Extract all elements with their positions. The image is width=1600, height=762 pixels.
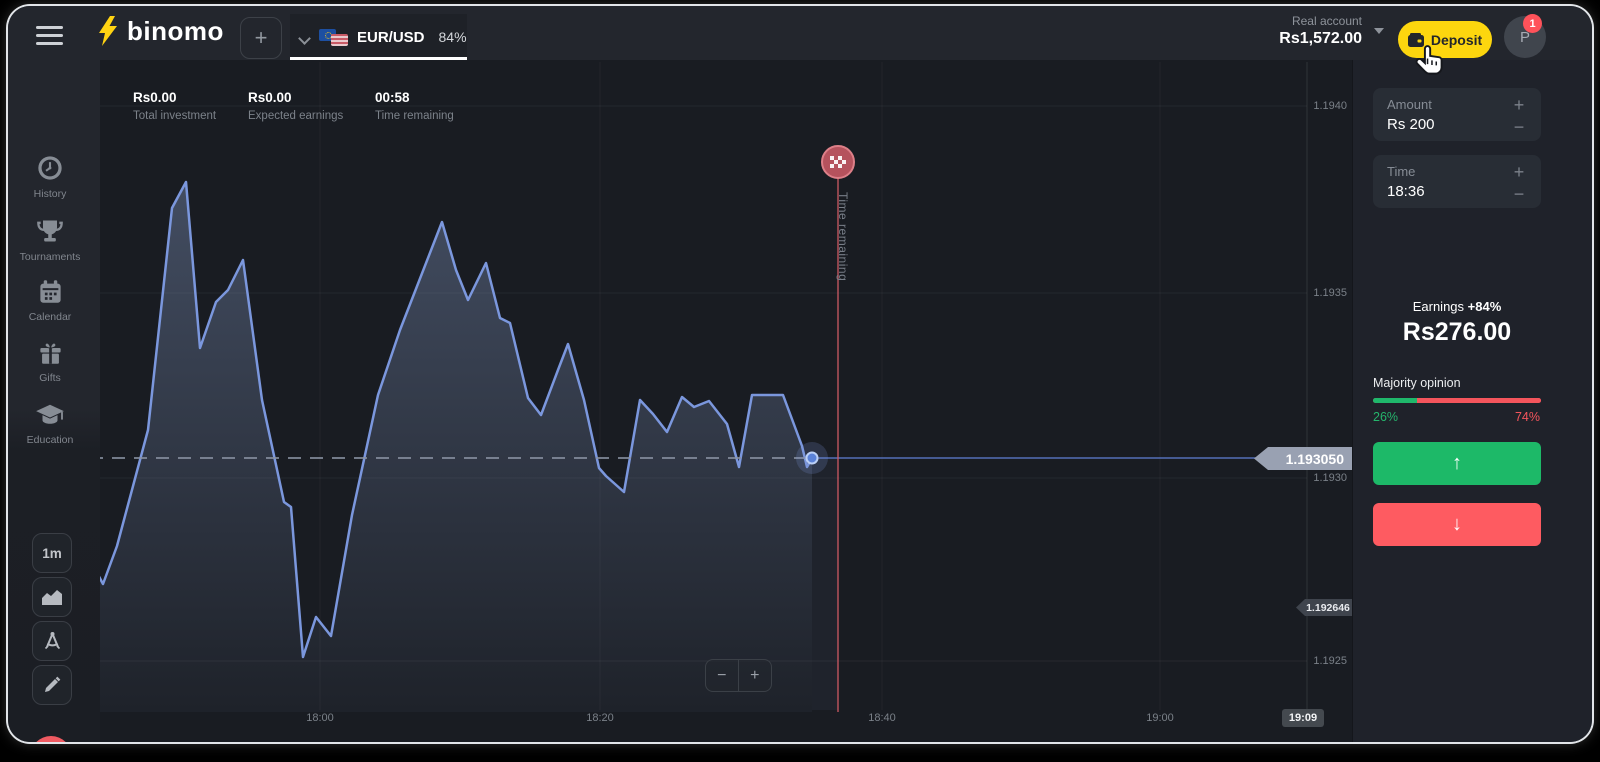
earnings-percent: +84% <box>1467 299 1502 314</box>
chevron-down-icon <box>300 32 311 43</box>
time-value: 18:36 <box>1387 183 1425 200</box>
time-tick: 18:40 <box>868 712 896 724</box>
amount-decrease-button[interactable]: − <box>1513 117 1525 137</box>
deposit-button[interactable]: Deposit <box>1398 21 1492 58</box>
time-remaining-label: Time remaining <box>375 110 454 122</box>
drawing-tools-button[interactable] <box>32 665 72 705</box>
left-sidebar: History Tournaments Calendar <box>8 60 100 742</box>
pencil-icon <box>45 676 61 692</box>
history-clock-icon <box>38 156 62 180</box>
earnings-line: Earnings +84% <box>1353 299 1561 314</box>
total-investment-stat: Rs0.00 Total investment <box>133 90 216 122</box>
time-tick: 18:20 <box>586 712 614 724</box>
lightning-bolt-icon <box>99 16 117 46</box>
total-investment-value: Rs0.00 <box>133 90 177 105</box>
app-window: Rs0.00 Total investment Rs0.00 Expected … <box>8 6 1592 742</box>
currency-pair-flags-icon <box>319 26 351 48</box>
sidebar-item-tournaments[interactable]: Tournaments <box>8 217 100 263</box>
price-tick: 1.1930 <box>1313 472 1347 484</box>
gift-icon <box>39 342 61 364</box>
time-tick: 18:00 <box>306 712 334 724</box>
majority-opinion-bar <box>1373 398 1541 403</box>
hamburger-menu-icon[interactable] <box>36 26 63 48</box>
price-tick: 1.1940 <box>1313 100 1347 112</box>
majority-down-segment <box>1416 398 1541 403</box>
amount-label: Amount <box>1387 97 1432 112</box>
sidebar-item-label: History <box>33 188 67 200</box>
earnings-label: Earnings <box>1412 299 1465 314</box>
deadline-marker-label: Time remaining <box>836 192 850 282</box>
time-tick: 19:00 <box>1146 712 1174 724</box>
time-remaining-stat: 00:58 Time remaining <box>375 90 454 122</box>
total-investment-label: Total investment <box>133 110 217 122</box>
amount-value: Rs 200 <box>1387 116 1435 133</box>
asset-tab[interactable]: EUR/USD 84% <box>290 14 467 60</box>
sidebar-item-label: Education <box>26 434 74 446</box>
chart-area[interactable] <box>100 60 1352 742</box>
deposit-button-label: Deposit <box>1430 31 1483 48</box>
amount-field[interactable]: Amount Rs 200 + − <box>1373 88 1541 141</box>
account-chevron-icon[interactable] <box>1374 28 1384 34</box>
binomo-logo: binomo <box>96 14 224 48</box>
expected-earnings-value: Rs0.00 <box>248 90 292 105</box>
time-decrease-button[interactable]: − <box>1513 184 1525 204</box>
zoom-out-button[interactable]: − <box>706 660 739 691</box>
graduation-cap-icon <box>36 404 64 424</box>
account-balance: Rs1,572.00 <box>1279 30 1362 47</box>
current-time-badge: 19:09 <box>1282 709 1324 727</box>
notification-badge: 1 <box>1523 14 1542 33</box>
current-price-badge: 1.193050 <box>1254 447 1352 470</box>
time-remaining-value: 00:58 <box>375 90 410 105</box>
chart-type-button[interactable] <box>32 577 72 617</box>
put-down-button[interactable]: ↓ <box>1373 503 1541 546</box>
amount-increase-button[interactable]: + <box>1513 95 1525 115</box>
sidebar-item-calendar[interactable]: Calendar <box>8 278 100 323</box>
asset-pair-label: EUR/USD <box>357 28 425 46</box>
majority-up-percent: 26% <box>1373 410 1399 424</box>
help-button[interactable]: ? <box>30 736 72 742</box>
us-flag-icon <box>331 34 348 46</box>
open-price-badge: 1.192646 <box>1296 599 1354 616</box>
wallet-icon <box>1407 32 1424 47</box>
indicators-button[interactable] <box>32 621 72 661</box>
earnings-value: Rs276.00 <box>1402 318 1512 346</box>
sidebar-item-history[interactable]: History <box>8 154 100 200</box>
trophy-icon <box>37 220 63 242</box>
call-up-button[interactable]: ↑ <box>1373 442 1541 485</box>
majority-down-percent: 74% <box>1514 410 1540 424</box>
account-switcher[interactable]: Real account Rs1,572.00 <box>1279 14 1362 48</box>
down-arrow-icon: ↓ <box>1452 513 1462 535</box>
time-label: Time <box>1387 164 1416 179</box>
account-type-label: Real account <box>1291 14 1362 28</box>
majority-opinion-label: Majority opinion <box>1373 376 1461 390</box>
expected-earnings-stat: Rs0.00 Expected earnings <box>248 90 343 122</box>
timeframe-button[interactable]: 1m <box>32 533 72 573</box>
zoom-in-button[interactable]: + <box>750 666 760 684</box>
sidebar-item-gifts[interactable]: Gifts <box>8 339 100 384</box>
calendar-icon <box>39 280 61 303</box>
sidebar-item-education[interactable]: Education <box>8 400 100 446</box>
area-chart-icon <box>42 590 62 605</box>
price-tick: 1.1925 <box>1313 655 1347 667</box>
sidebar-item-label: Tournaments <box>19 251 81 263</box>
asset-payout-label: 84% <box>438 29 467 45</box>
active-tab-underline <box>290 57 467 60</box>
price-tick: 1.1935 <box>1313 287 1347 299</box>
top-bar: binomo + EUR/USD 84% Real account Rs1,57… <box>8 6 1592 60</box>
chart-zoom-control: − + <box>705 659 772 692</box>
trade-panel: Amount Rs 200 + − Time 18:36 + − Earning… <box>1352 60 1592 742</box>
sidebar-item-label: Calendar <box>28 311 72 323</box>
up-arrow-icon: ↑ <box>1452 452 1462 474</box>
time-increase-button[interactable]: + <box>1513 162 1525 182</box>
sidebar-item-label: Gifts <box>39 372 61 384</box>
add-asset-tab-button[interactable]: + <box>240 17 282 59</box>
expected-earnings-label: Expected earnings <box>248 110 344 122</box>
majority-up-segment <box>1373 398 1417 403</box>
time-field[interactable]: Time 18:36 + − <box>1373 155 1541 208</box>
logo-text: binomo <box>127 15 224 46</box>
drafting-compass-icon <box>44 632 60 650</box>
